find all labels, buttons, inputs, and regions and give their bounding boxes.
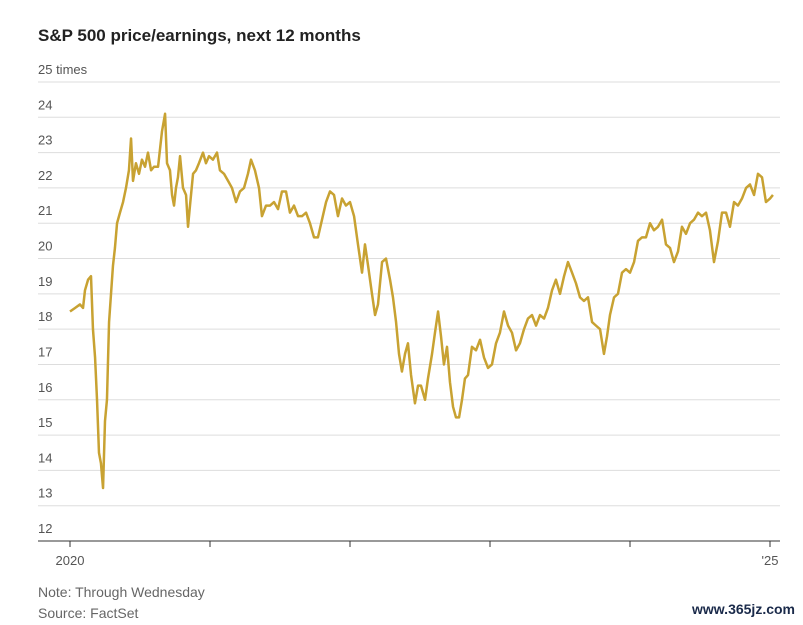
y-tick-label: 22 xyxy=(38,168,52,183)
y-tick-label: 13 xyxy=(38,486,52,501)
x-tick-label: '25 xyxy=(762,553,779,568)
y-tick-label: 12 xyxy=(38,521,52,536)
y-tick-label: 25 times xyxy=(38,62,88,77)
y-tick-label: 15 xyxy=(38,415,52,430)
watermark: www.365jz.com xyxy=(691,601,795,617)
y-tick-label: 20 xyxy=(38,239,52,254)
y-tick-label: 23 xyxy=(38,133,52,148)
y-tick-label: 19 xyxy=(38,274,52,289)
y-tick-label: 24 xyxy=(38,97,52,112)
x-tick-label: 2020 xyxy=(56,553,85,568)
line xyxy=(69,112,774,490)
y-tick-label: 17 xyxy=(38,344,52,359)
note: Note: Through Wednesday xyxy=(38,584,205,600)
source: Source: FactSet xyxy=(38,605,138,621)
y-tick-label: 14 xyxy=(38,450,52,465)
y-tick-label: 21 xyxy=(38,203,52,218)
chart-title: S&P 500 price/earnings, next 12 months xyxy=(38,26,361,45)
y-tick-label: 18 xyxy=(38,309,52,324)
y-tick-label: 16 xyxy=(38,380,52,395)
